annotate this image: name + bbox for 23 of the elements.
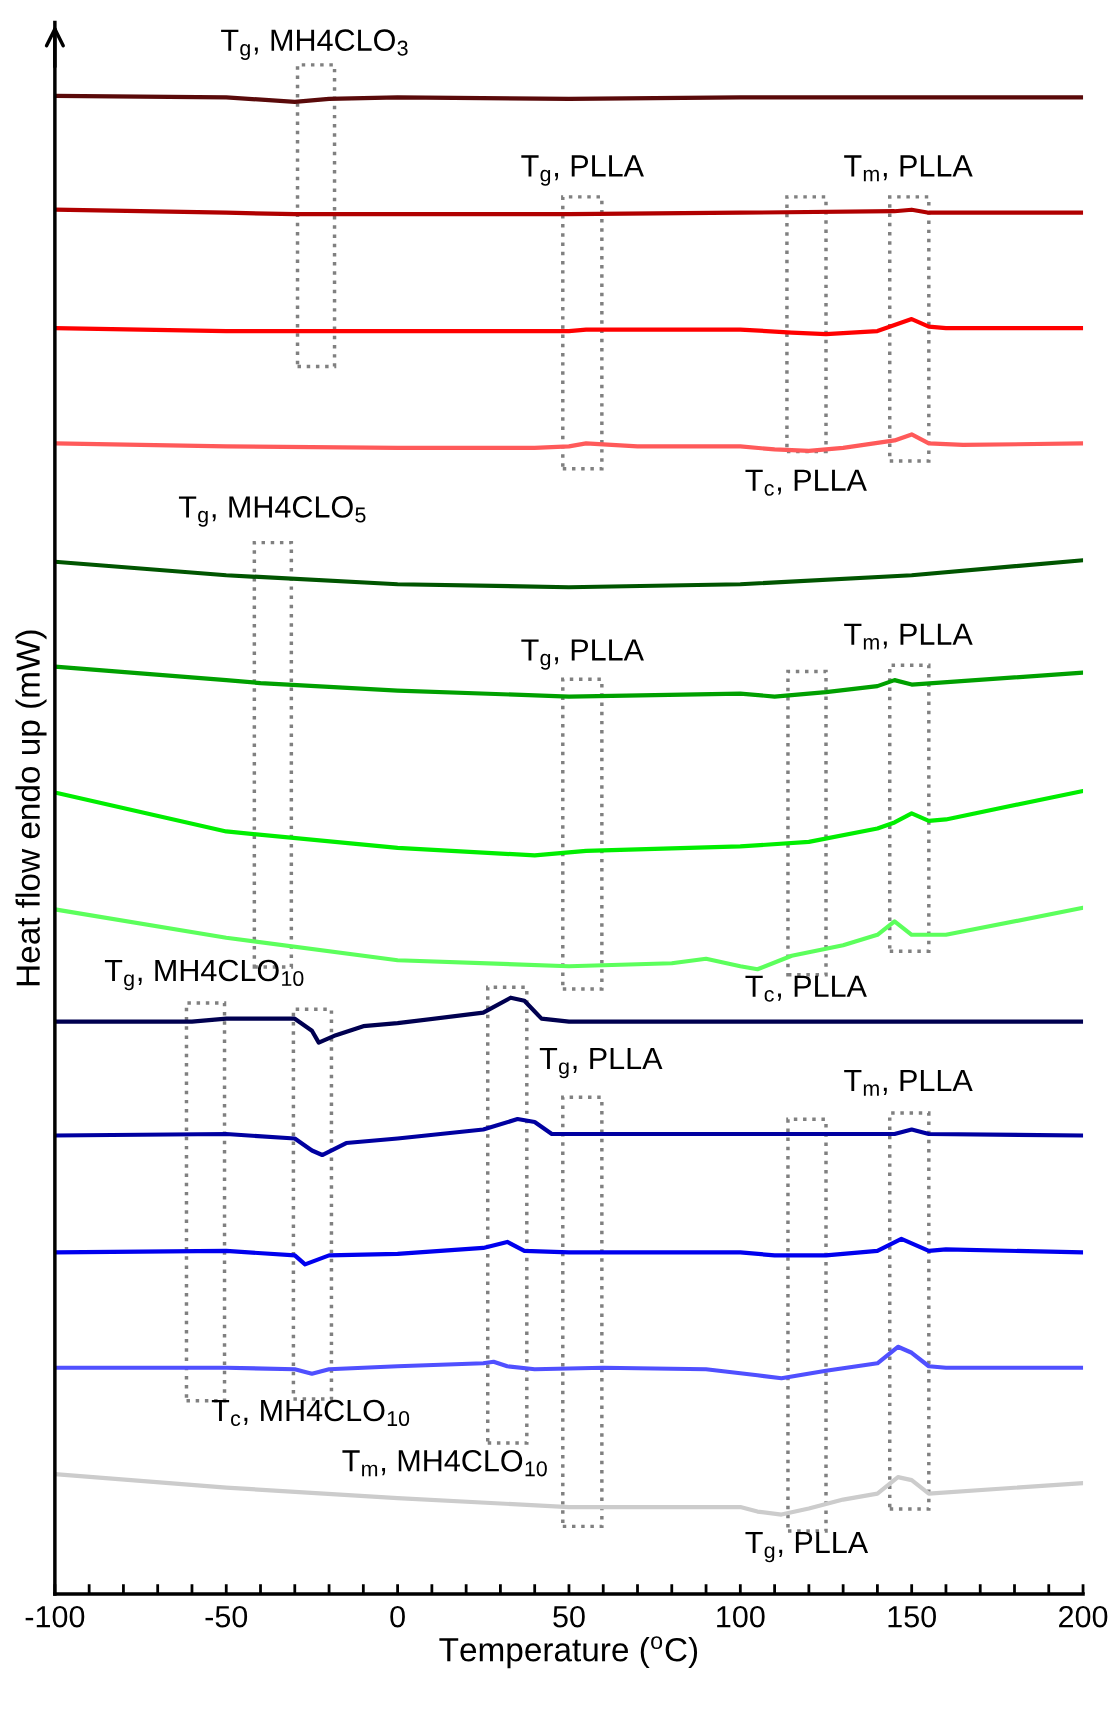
annotation: T$_{c}$, PLLA: [745, 975, 867, 1002]
annotation: T$_{g}$, MH4CLO$_{5}$: [178, 496, 366, 527]
annotation: T$_{m}$, PLLA: [844, 155, 973, 182]
annotation: T$_{g}$, PLLA: [521, 639, 644, 670]
annotation: T$_{g}$, MH4CLO$_{10}$: [104, 959, 304, 991]
annotation: T$_{m}$, PLLA: [844, 1069, 973, 1096]
x-tick-label: 0: [390, 1605, 405, 1628]
x-tick-label: -100: [25, 1605, 85, 1628]
text: T$_{g}$, MH4CLO$_{3}$: [221, 29, 408, 60]
annotation: T$_{c}$, MH4CLO$_{10}$: [211, 1399, 410, 1427]
annotation: T$_{c}$, PLLA: [745, 469, 867, 496]
annotation: T$_{g}$, PLLA: [745, 1532, 869, 1563]
annotation: T$_{m}$, MH4CLO$_{10}$: [342, 1449, 547, 1477]
x-tick-label: 150: [888, 1605, 936, 1628]
annotation: T$_{g}$, PLLA: [539, 1047, 663, 1079]
y-axis-title: Heat flow endo up (mW): [15, 630, 47, 986]
x-tick-label: 100: [717, 1605, 765, 1628]
x-tick-label: 50: [553, 1605, 585, 1628]
x-tick-label: -50: [205, 1605, 248, 1628]
x-axis-title: Temperature ($^{o}$C): [439, 1636, 698, 1669]
annotation: T$_{m}$, PLLA: [844, 623, 973, 650]
x-tick-label: 200: [1059, 1605, 1108, 1628]
annotation: T$_{g}$, PLLA: [521, 155, 644, 186]
